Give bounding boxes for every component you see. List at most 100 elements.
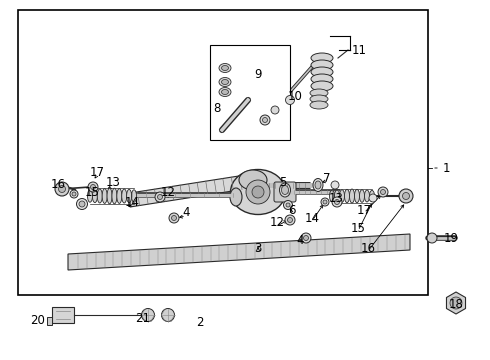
Circle shape <box>286 203 290 207</box>
Ellipse shape <box>340 190 344 202</box>
Text: 12: 12 <box>161 186 175 199</box>
Circle shape <box>70 190 78 198</box>
Polygon shape <box>47 317 52 325</box>
Ellipse shape <box>98 189 102 203</box>
Text: 11: 11 <box>352 44 367 57</box>
Circle shape <box>157 194 163 199</box>
Ellipse shape <box>311 53 333 63</box>
Ellipse shape <box>219 87 231 96</box>
Ellipse shape <box>221 66 228 71</box>
Text: 10: 10 <box>288 90 302 104</box>
Circle shape <box>402 193 410 199</box>
Ellipse shape <box>107 188 112 204</box>
Text: 7: 7 <box>323 171 331 184</box>
Circle shape <box>79 201 85 207</box>
Circle shape <box>91 184 96 189</box>
Text: 4: 4 <box>296 234 304 247</box>
Text: 21: 21 <box>135 311 150 324</box>
Circle shape <box>162 309 174 321</box>
Text: 19: 19 <box>444 231 459 244</box>
Circle shape <box>260 115 270 125</box>
Circle shape <box>285 215 295 225</box>
Circle shape <box>321 198 329 206</box>
Ellipse shape <box>219 77 231 86</box>
Text: 14: 14 <box>304 211 319 225</box>
Circle shape <box>303 235 309 240</box>
Ellipse shape <box>354 189 360 203</box>
Ellipse shape <box>219 63 231 72</box>
Circle shape <box>169 213 179 223</box>
Text: 16: 16 <box>50 179 66 192</box>
Circle shape <box>88 182 98 192</box>
Ellipse shape <box>329 190 335 202</box>
Text: 1: 1 <box>443 162 450 175</box>
Circle shape <box>55 182 69 196</box>
Circle shape <box>399 189 413 203</box>
Ellipse shape <box>310 95 328 103</box>
Circle shape <box>72 192 76 196</box>
FancyBboxPatch shape <box>274 182 296 202</box>
Ellipse shape <box>221 80 228 85</box>
Ellipse shape <box>102 189 107 203</box>
Ellipse shape <box>221 90 228 94</box>
Ellipse shape <box>349 189 354 203</box>
Text: 12: 12 <box>270 216 285 230</box>
Ellipse shape <box>117 189 122 203</box>
Ellipse shape <box>131 190 137 202</box>
Circle shape <box>252 186 264 198</box>
Circle shape <box>271 106 279 114</box>
Text: 18: 18 <box>448 297 464 310</box>
Ellipse shape <box>112 188 117 204</box>
Bar <box>18 10 428 295</box>
Text: 15: 15 <box>350 221 366 234</box>
Ellipse shape <box>360 190 365 202</box>
Circle shape <box>172 216 176 220</box>
Text: 17: 17 <box>90 166 104 179</box>
Circle shape <box>284 201 293 210</box>
Circle shape <box>369 194 377 202</box>
Ellipse shape <box>279 183 291 197</box>
Circle shape <box>381 189 386 194</box>
Ellipse shape <box>311 81 333 91</box>
Ellipse shape <box>126 189 132 203</box>
Ellipse shape <box>310 89 328 97</box>
Ellipse shape <box>281 185 289 194</box>
Bar <box>210 45 290 140</box>
Circle shape <box>427 233 437 243</box>
Ellipse shape <box>365 190 369 202</box>
Text: 20: 20 <box>30 314 45 327</box>
Ellipse shape <box>239 170 267 190</box>
Circle shape <box>286 95 294 104</box>
Text: 9: 9 <box>254 68 262 81</box>
Ellipse shape <box>369 190 374 202</box>
Circle shape <box>58 185 66 193</box>
Text: 13: 13 <box>105 176 121 189</box>
Circle shape <box>332 197 342 207</box>
Ellipse shape <box>230 188 242 206</box>
Circle shape <box>155 192 165 202</box>
Circle shape <box>288 217 293 222</box>
Ellipse shape <box>311 74 333 84</box>
Ellipse shape <box>311 60 333 70</box>
Text: 2: 2 <box>196 315 203 328</box>
Ellipse shape <box>311 67 333 77</box>
Circle shape <box>335 199 340 204</box>
Circle shape <box>323 200 327 204</box>
Text: 5: 5 <box>279 176 287 189</box>
Polygon shape <box>130 173 258 207</box>
Circle shape <box>142 309 154 321</box>
Ellipse shape <box>313 179 323 192</box>
Ellipse shape <box>93 189 98 203</box>
Circle shape <box>246 180 270 204</box>
Ellipse shape <box>310 101 328 109</box>
Ellipse shape <box>88 190 93 202</box>
Circle shape <box>301 233 311 243</box>
Circle shape <box>76 198 88 210</box>
Text: 6: 6 <box>288 204 296 217</box>
Circle shape <box>331 181 339 189</box>
Ellipse shape <box>315 181 321 189</box>
Text: 8: 8 <box>213 102 220 114</box>
Text: 4: 4 <box>182 207 190 220</box>
Text: 16: 16 <box>361 242 375 255</box>
Circle shape <box>378 187 388 197</box>
